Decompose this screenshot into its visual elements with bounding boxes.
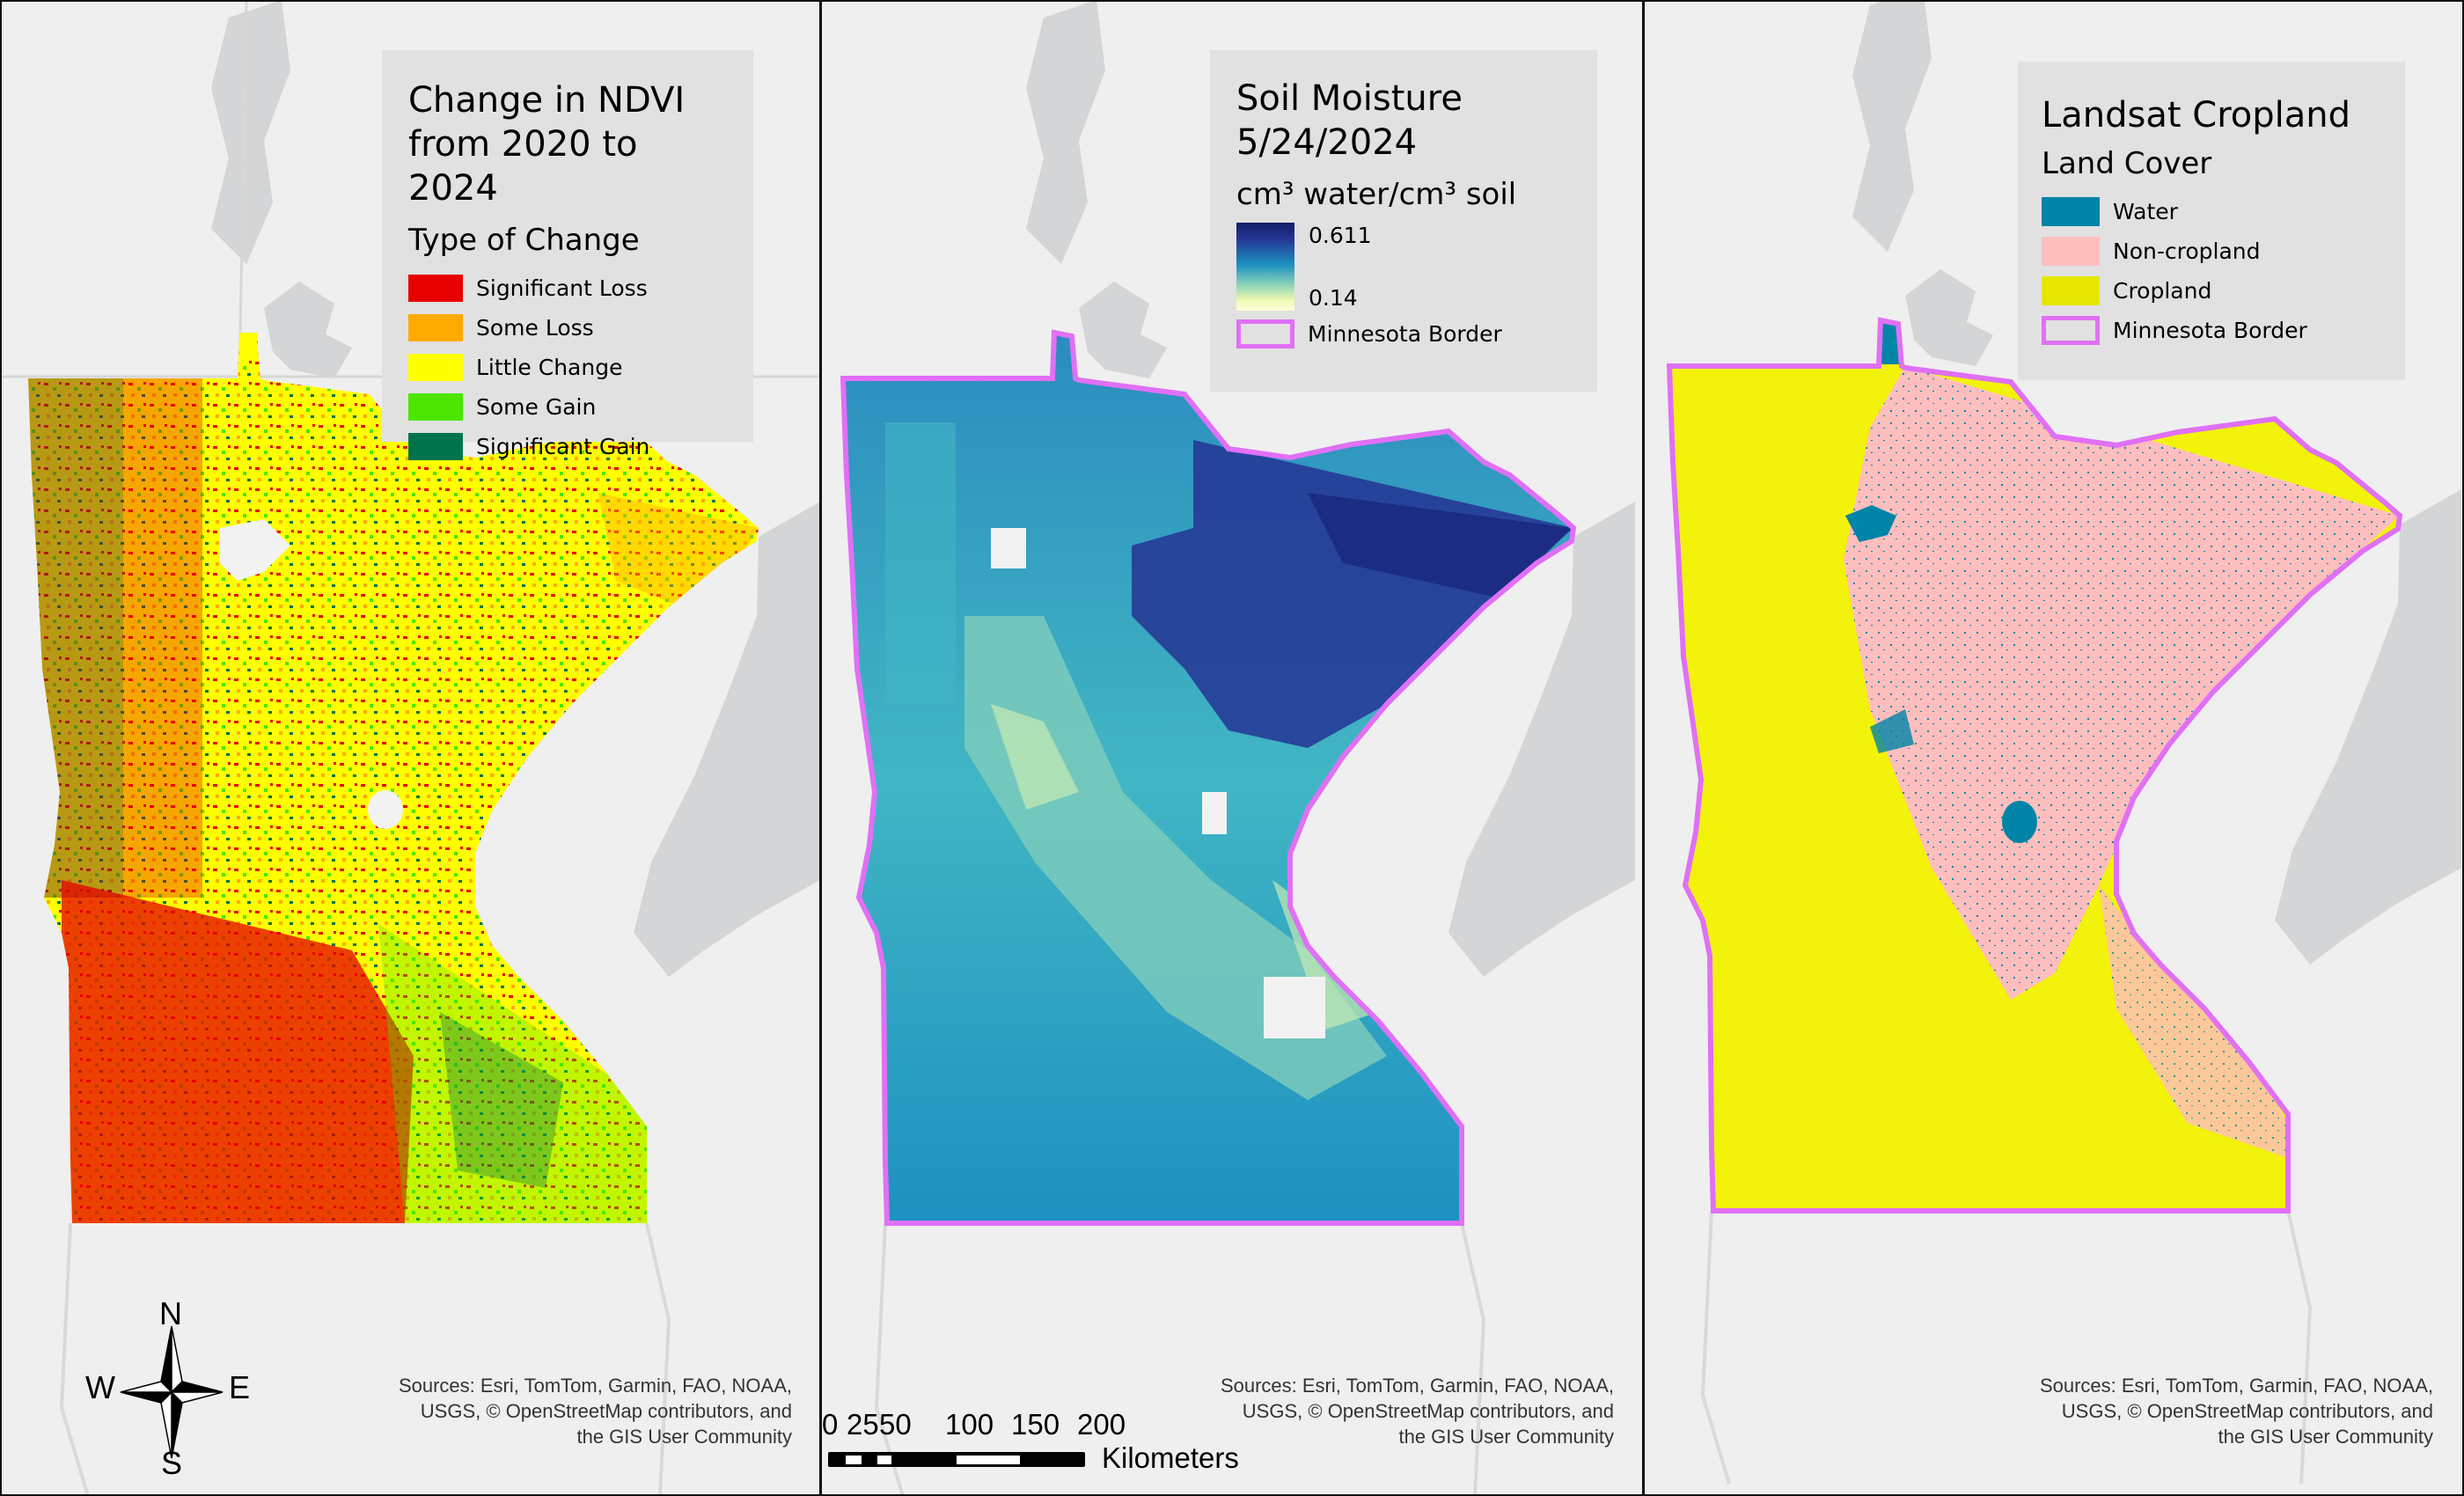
compass-e: E [229, 1369, 251, 1405]
panel-divider-2 [1642, 0, 1645, 1496]
compass-rose-icon [120, 1325, 224, 1459]
swatch-minnesota-border [2042, 316, 2100, 345]
soil-moisture-map[interactable] [822, 0, 1643, 1496]
cropland-map-panel: Landsat Cropland Land Cover Water Non-cr… [1645, 0, 2464, 1496]
legend-item-significant-gain: Significant Gain [408, 427, 727, 466]
legend-subtitle: cm³ water/cm³ soil [1236, 177, 1517, 212]
color-ramp: 0.611 0.14 [1236, 223, 1571, 311]
scale-bar-graphic [828, 1452, 1085, 1467]
legend-title: Landsat Cropland [2042, 95, 2351, 136]
soil-moisture-legend: Soil Moisture 5/24/2024 cm³ water/cm³ so… [1210, 50, 1597, 392]
ndvi-map-panel: Change in NDVI from 2020 to 2024 Type of… [0, 0, 820, 1496]
legend-item-non-cropland: Non-cropland [2042, 231, 2381, 271]
legend-item-some-gain: Some Gain [408, 387, 727, 427]
legend-subtitle: Type of Change [408, 223, 640, 258]
legend-item-cropland: Cropland [2042, 271, 2381, 311]
attribution-text: Sources: Esri, TomTom, Garmin, FAO, NOAA… [2039, 1375, 2433, 1448]
cropland-map[interactable] [1645, 0, 2464, 1496]
swatch-some-loss [408, 314, 463, 341]
legend-title: Change in NDVI from 2020 to 2024 [408, 80, 686, 209]
ndvi-legend: Change in NDVI from 2020 to 2024 Type of… [382, 50, 753, 460]
swatch-significant-loss [408, 275, 463, 302]
ndvi-map[interactable] [0, 0, 820, 1496]
legend-item-significant-loss: Significant Loss [408, 268, 727, 308]
compass-n: N [159, 1295, 182, 1331]
legend-item-water: Water [2042, 192, 2381, 231]
legend-item-minnesota-border: Minnesota Border [1236, 314, 1571, 354]
legend-item-some-loss: Some Loss [408, 308, 727, 348]
ramp-max-label: 0.611 [1309, 223, 1372, 248]
panel-divider-1 [819, 0, 822, 1496]
legend-subtitle: Land Cover [2042, 146, 2212, 181]
scale-unit: Kilometers [1102, 1441, 1239, 1474]
swatch-minnesota-border [1236, 319, 1294, 348]
cropland-legend: Landsat Cropland Land Cover Water Non-cr… [2018, 62, 2405, 380]
legend-title: Soil Moisture 5/24/2024 [1236, 78, 1463, 163]
legend-item-minnesota-border: Minnesota Border [2042, 311, 2381, 350]
legend-item-little-change: Little Change [408, 348, 727, 387]
swatch-non-cropland [2042, 237, 2100, 266]
ramp-min-label: 0.14 [1309, 285, 1358, 311]
color-ramp-gradient [1236, 223, 1294, 311]
north-arrow: N W E S [84, 1295, 260, 1487]
swatch-little-change [408, 354, 463, 381]
swatch-cropland [2042, 276, 2100, 305]
soil-moisture-map-panel: Soil Moisture 5/24/2024 cm³ water/cm³ so… [822, 0, 1643, 1496]
attribution-text: Sources: Esri, TomTom, Garmin, FAO, NOAA… [1220, 1375, 1614, 1448]
swatch-water [2042, 197, 2100, 226]
attribution-text: Sources: Esri, TomTom, Garmin, FAO, NOAA… [398, 1375, 792, 1448]
swatch-some-gain [408, 393, 463, 421]
swatch-significant-gain [408, 433, 463, 460]
compass-w: W [85, 1369, 115, 1405]
scale-bar: 0 25 50 100 150 200 Kilometers [822, 1408, 1239, 1474]
